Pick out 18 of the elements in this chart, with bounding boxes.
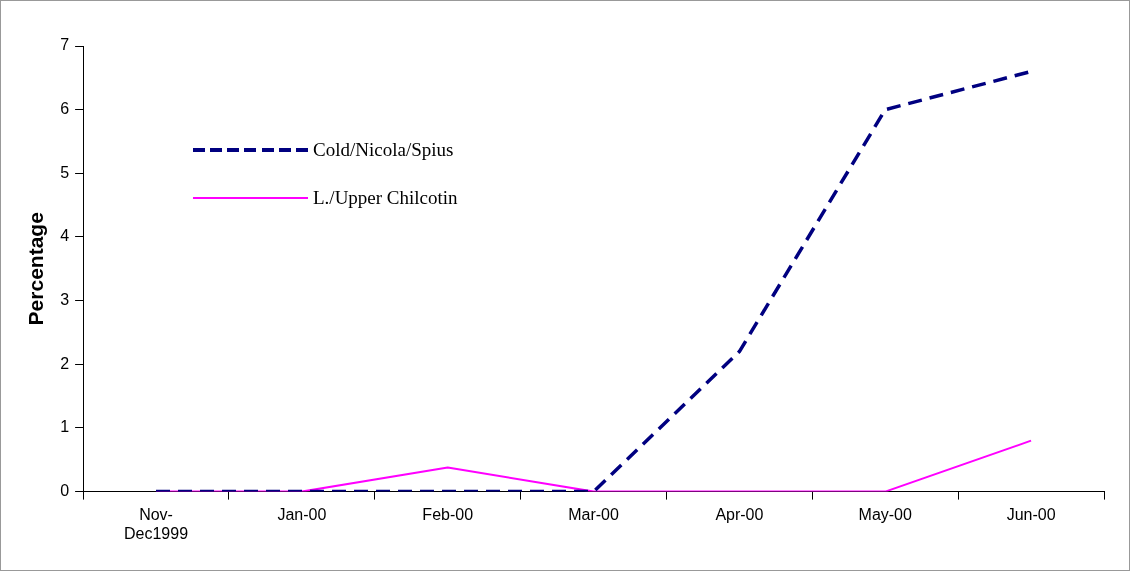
y-tick-label: 5 (60, 163, 70, 181)
y-tick-label: 7 (60, 36, 70, 54)
y-tick-label: 3 (60, 291, 70, 309)
legend-label: Cold/Nicola/Spius (313, 139, 454, 161)
x-tick-label: Feb-00 (422, 505, 474, 523)
legend-label: L./Upper Chilcotin (313, 187, 458, 209)
x-tick-label: Jun-00 (1006, 505, 1056, 523)
y-tick-label: 0 (60, 482, 70, 500)
y-tick-label: 1 (60, 418, 70, 436)
y-tick-label: 6 (60, 100, 70, 118)
x-tick-label: Jan-00 (277, 505, 327, 523)
y-axis-title: Percentage (24, 212, 48, 326)
x-tick-label: Nov-Dec1999 (124, 505, 189, 542)
y-tick-label: 4 (60, 227, 70, 245)
x-tick-label: Mar-00 (568, 505, 619, 523)
y-tick-label: 2 (60, 354, 70, 372)
x-tick-label: Apr-00 (715, 505, 764, 523)
x-tick-label: May-00 (858, 505, 913, 523)
